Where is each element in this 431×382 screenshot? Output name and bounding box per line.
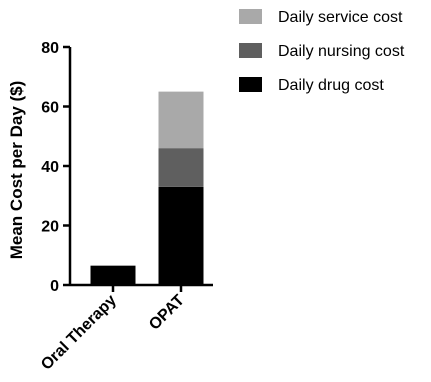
y-tick-label: 80 <box>41 40 59 57</box>
y-tick-label: 40 <box>41 159 59 176</box>
y-axis-label: Mean Cost per Day ($) <box>7 81 26 260</box>
legend-swatch-daily-drug-cost <box>239 77 262 92</box>
bars-group <box>90 91 204 285</box>
bar-opat-daily-service-cost <box>158 91 204 149</box>
y-tick-label: 60 <box>41 100 59 117</box>
x-tick-label-oral-therapy: Oral Therapy <box>38 292 120 374</box>
bar-oral-therapy-daily-drug-cost <box>90 265 136 285</box>
legend: Daily service cost Daily nursing cost Dail… <box>239 9 405 94</box>
y-tick-label: 0 <box>50 278 59 295</box>
legend-label-daily-service-cost: Daily service cost <box>278 9 403 26</box>
legend-label-daily-drug-cost: Daily drug cost <box>278 77 384 94</box>
x-ticks-group: Oral Therapy OPAT <box>38 285 188 374</box>
y-tick-label: 20 <box>41 219 59 236</box>
bar-opat-daily-drug-cost <box>158 186 204 285</box>
legend-label-daily-nursing-cost: Daily nursing cost <box>278 43 405 60</box>
x-tick-label-opat: OPAT <box>146 292 188 334</box>
legend-swatch-daily-service-cost <box>239 9 262 24</box>
legend-swatch-daily-nursing-cost <box>239 43 262 58</box>
bar-opat-daily-nursing-cost <box>158 148 204 187</box>
y-ticks-group: 0 20 40 60 80 <box>41 40 70 295</box>
